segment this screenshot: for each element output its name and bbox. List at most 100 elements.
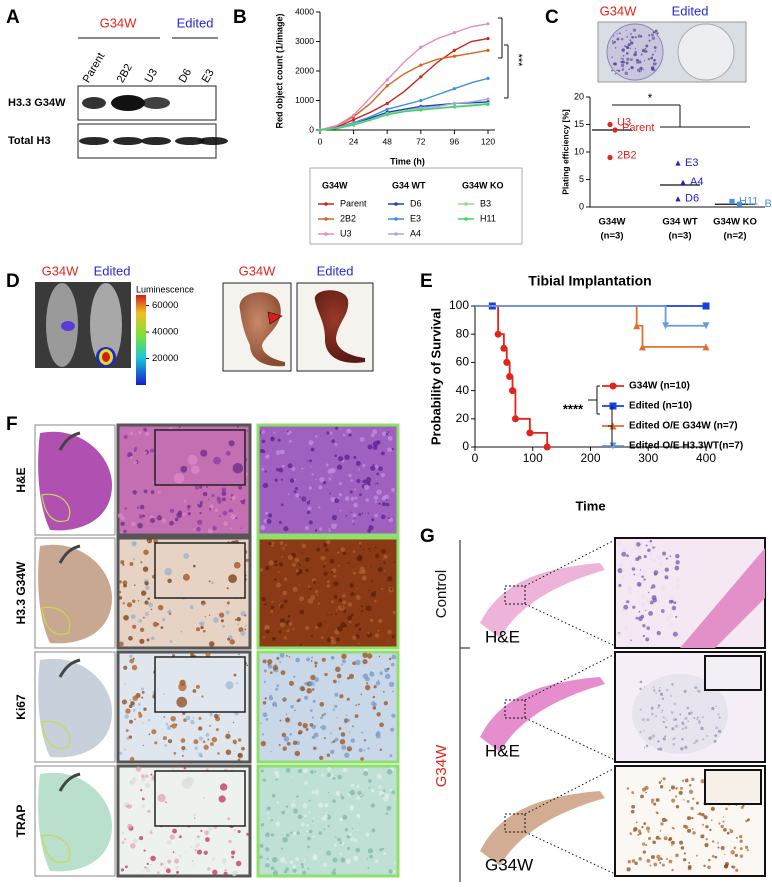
texture: [164, 567, 172, 576]
texture: [321, 816, 325, 821]
texture: [124, 682, 126, 685]
panel-label: C: [545, 7, 559, 28]
texture: [313, 853, 318, 859]
texture: [237, 738, 242, 742]
texture: [233, 741, 237, 745]
texture: [138, 430, 142, 435]
texture: [643, 578, 646, 581]
texture: [331, 741, 334, 744]
texture: [316, 771, 319, 774]
texture: [286, 629, 290, 633]
texture: [645, 826, 651, 831]
texture: [391, 869, 396, 874]
point: [385, 107, 389, 111]
texture: [123, 434, 128, 439]
texture: [616, 33, 618, 35]
texture: [163, 716, 166, 718]
texture: [304, 525, 310, 530]
survival-step: [475, 305, 499, 335]
texture: [639, 681, 641, 683]
texture: [326, 766, 332, 772]
texture: [225, 610, 230, 615]
marker: [609, 402, 617, 410]
texture: [382, 847, 385, 850]
texture: [333, 843, 337, 847]
texture: [695, 801, 699, 805]
texture: [664, 567, 669, 572]
texture: [274, 478, 278, 482]
texture: [225, 605, 227, 608]
texture: [228, 440, 235, 447]
texture: [634, 36, 637, 39]
texture: [142, 722, 144, 724]
texture: [653, 58, 656, 62]
texture: [335, 426, 339, 430]
texture: [670, 840, 675, 845]
texture: [144, 866, 146, 869]
texture: [384, 494, 389, 500]
legend-swatch: [324, 232, 328, 236]
x-tick-label: 0: [472, 451, 479, 465]
texture: [388, 869, 393, 874]
texture: [272, 664, 279, 671]
texture: [729, 829, 734, 834]
texture: [279, 652, 285, 658]
texture: [338, 493, 343, 497]
texture: [613, 35, 615, 37]
texture: [301, 496, 307, 502]
texture: [270, 671, 273, 674]
texture: [210, 742, 214, 746]
point: [486, 22, 490, 26]
texture: [652, 558, 656, 563]
texture: [266, 518, 272, 524]
texture: [231, 855, 235, 859]
texture: [198, 726, 203, 731]
texture: [305, 727, 309, 731]
point-label: B3: [765, 198, 772, 210]
texture: [362, 548, 365, 550]
texture: [651, 798, 655, 802]
texture: [724, 853, 726, 855]
texture: [260, 740, 267, 747]
texture: [320, 716, 324, 720]
texture: [715, 726, 718, 730]
texture: [202, 629, 206, 633]
band: [175, 137, 205, 145]
texture: [280, 555, 283, 558]
texture: [340, 796, 345, 800]
texture: [659, 785, 664, 789]
colorbar-tick-label: 60000: [152, 300, 178, 311]
texture: [346, 428, 352, 434]
texture: [367, 444, 373, 450]
texture: [170, 508, 175, 514]
texture: [280, 857, 286, 863]
texture: [611, 69, 613, 72]
texture: [294, 750, 301, 757]
texture: [642, 569, 647, 574]
inset: [704, 769, 762, 805]
texture: [372, 441, 379, 447]
texture: [647, 34, 651, 37]
texture: [640, 794, 644, 799]
texture: [650, 855, 655, 860]
texture: [342, 551, 346, 556]
band: [113, 137, 143, 145]
texture: [294, 557, 300, 563]
marker: [702, 343, 710, 351]
texture: [307, 845, 310, 849]
texture: [336, 551, 340, 554]
texture: [136, 506, 140, 509]
texture: [187, 504, 191, 509]
texture: [626, 57, 630, 61]
texture: [333, 594, 338, 599]
texture: [650, 546, 656, 552]
texture: [676, 601, 678, 603]
image-label: G34W: [42, 263, 80, 278]
texture: [331, 870, 337, 876]
texture: [231, 495, 237, 501]
texture: [174, 858, 180, 864]
texture: [356, 784, 360, 789]
marker: [543, 443, 551, 451]
texture: [386, 769, 393, 775]
texture: [624, 71, 629, 76]
